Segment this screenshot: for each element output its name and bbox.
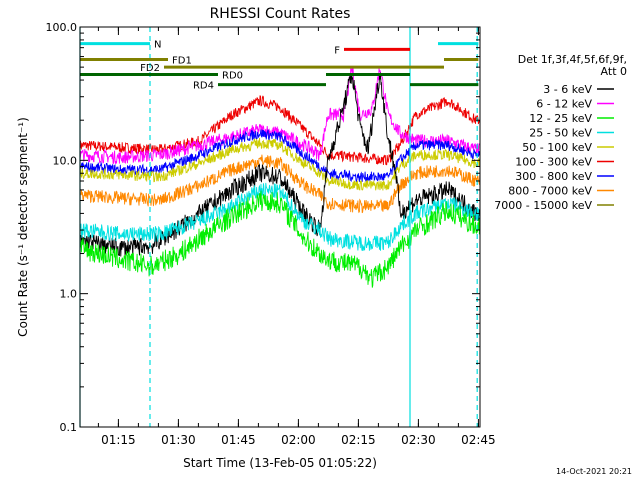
x-tick-label: 01:30 <box>161 433 196 447</box>
flag-label-rd0: RD0 <box>222 71 243 82</box>
legend-entry-label: 7000 - 15000 keV <box>494 199 592 212</box>
x-axis-label: Start Time (13-Feb-05 01:05:22) <box>183 456 377 470</box>
legend-entry-label: 3 - 6 keV <box>543 83 592 96</box>
flag-label-fd2: FD2 <box>140 63 160 74</box>
chart-title: RHESSI Count Rates <box>210 6 351 22</box>
x-tick-label: 02:45 <box>461 433 496 447</box>
legend-entry-label: 100 - 300 keV <box>515 156 592 169</box>
legend-entry-label: 25 - 50 keV <box>529 127 592 140</box>
x-tick-label: 01:15 <box>101 433 136 447</box>
series-line-800-7000kev <box>79 154 481 214</box>
x-tick-label: 02:30 <box>401 433 436 447</box>
legend-entry-label: 50 - 100 keV <box>522 141 592 154</box>
x-tick-label: 02:00 <box>281 433 316 447</box>
y-tick-label: 1.0 <box>60 288 78 301</box>
series-line-6-12kev <box>79 66 480 165</box>
y-axis-label: Count Rate (s⁻¹ detector segment⁻¹) <box>16 117 30 337</box>
timestamp: 14-Oct-2021 20:21 <box>556 467 632 476</box>
legend-entry-label: 300 - 800 keV <box>515 170 592 183</box>
flag-label-fd1: FD1 <box>172 56 192 67</box>
x-tick-label: 02:15 <box>341 433 376 447</box>
axes-layer: 0.1 1.0 10.0 100.0 01:15 01:30 01:45 02:00 02:15… <box>46 21 496 447</box>
series-line-50-100kev <box>79 137 481 191</box>
flag-label-f: F <box>334 45 340 56</box>
legend-entry-label: 12 - 25 keV <box>529 112 592 125</box>
legend-header-line: Att 0 <box>601 65 627 78</box>
series-layer <box>79 66 481 288</box>
legend-header-line: Det 1f,3f,4f,5f,6f,9f, <box>518 53 627 66</box>
y-tick-label: 0.1 <box>60 421 78 434</box>
series-line-25-50kev <box>79 182 481 251</box>
series-line-12-25kev <box>79 190 481 288</box>
series-line-300-800kev <box>79 129 481 183</box>
y-tick-label: 10.0 <box>53 154 78 167</box>
flag-label-rd4: RD4 <box>193 81 214 92</box>
series-line-3-6kev <box>79 72 481 257</box>
y-tick-label: 100.0 <box>46 21 78 34</box>
series-line-100-300kev <box>79 95 481 166</box>
x-tick-label: 01:45 <box>221 433 256 447</box>
legend: Det 1f,3f,4f,5f,6f,9f,Att 0 3 - 6 keV 6 - … <box>494 53 627 212</box>
flag-label-n: N <box>154 40 161 51</box>
legend-entry-label: 800 - 7000 keV <box>508 185 592 198</box>
legend-entry-label: 6 - 12 keV <box>536 98 592 111</box>
plot-frame <box>79 26 481 428</box>
